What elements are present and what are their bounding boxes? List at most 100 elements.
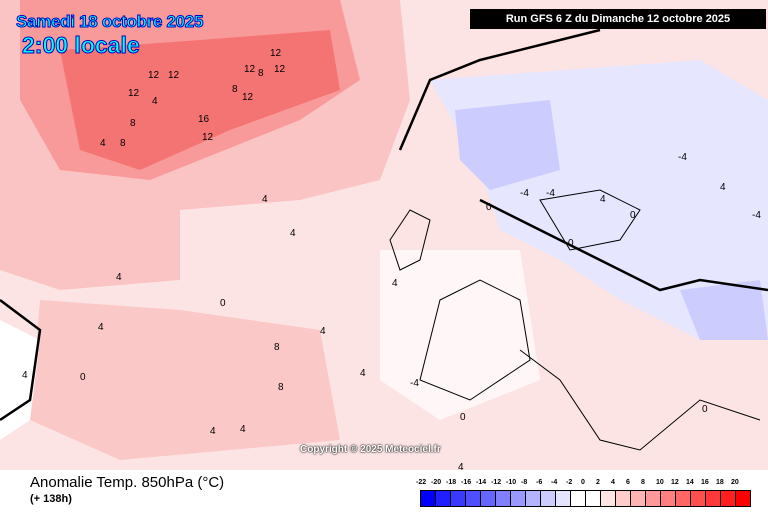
contour-label: -4 bbox=[410, 378, 419, 389]
legend-label: 0 bbox=[581, 479, 585, 486]
legend-label: -2 bbox=[566, 479, 573, 486]
legend-swatch bbox=[541, 491, 556, 506]
copyright: Copyright © 2025 Meteociel.fr bbox=[300, 444, 441, 455]
contour-label: 0 bbox=[630, 210, 636, 221]
legend-swatch bbox=[421, 491, 436, 506]
anomaly-area-cold-core bbox=[455, 100, 560, 190]
contour-label: 4 bbox=[290, 228, 296, 239]
contour-label: 4 bbox=[360, 368, 366, 379]
contour-label: 12 bbox=[244, 64, 256, 75]
contour-label: -4 bbox=[546, 188, 555, 199]
legend-swatch bbox=[631, 491, 646, 506]
contour-label: -4 bbox=[752, 210, 761, 221]
legend-swatch bbox=[646, 491, 661, 506]
contour-label: 0 bbox=[460, 412, 466, 423]
anomaly-area-southwest-cold bbox=[0, 320, 40, 440]
contour-label: -4 bbox=[678, 152, 687, 163]
contour-label: 4 bbox=[392, 278, 398, 289]
legend-swatch bbox=[676, 491, 691, 506]
model-run-banner: Run GFS 6 Z du Dimanche 12 octobre 2025 bbox=[470, 9, 766, 29]
contour-label: 12 bbox=[128, 88, 140, 99]
legend-label: 8 bbox=[641, 479, 645, 486]
legend-label: -8 bbox=[521, 479, 528, 486]
legend-swatch bbox=[721, 491, 736, 506]
forecast-date: Samedi 18 octobre 2025 bbox=[15, 12, 204, 32]
legend-label: -18 bbox=[446, 479, 457, 486]
legend-label: 6 bbox=[626, 479, 630, 486]
contour-label: 8 bbox=[258, 68, 264, 79]
legend-swatch bbox=[556, 491, 571, 506]
legend-swatch bbox=[511, 491, 526, 506]
contour-label: 4 bbox=[240, 424, 246, 435]
legend-label: 10 bbox=[656, 479, 664, 486]
legend-labels: -22 -20 -18 -16 -14 -12 -10 -8 -6 -4 -2 0 2 4 6 8 10 12 14… bbox=[413, 479, 753, 489]
legend-swatch bbox=[526, 491, 541, 506]
legend-label: -10 bbox=[506, 479, 517, 486]
legend-label: 4 bbox=[611, 479, 615, 486]
contour-label: 0 bbox=[220, 298, 226, 309]
legend-swatch bbox=[466, 491, 481, 506]
contour-label: 12 bbox=[270, 48, 282, 59]
anomaly-area-white bbox=[380, 250, 540, 420]
contour-label: 16 bbox=[198, 114, 210, 125]
temperature-anomaly-map: 12 12 12 12 12 8 12 12 8 4 8 16 12 8 4 4 4 0 4 4 4 0 -4 -4 -4 -4 0… bbox=[0, 0, 768, 473]
legend-label: -12 bbox=[491, 479, 502, 486]
legend-swatch bbox=[616, 491, 631, 506]
legend-swatch bbox=[451, 491, 466, 506]
legend-label: 20 bbox=[731, 479, 739, 486]
contour-label: 8 bbox=[120, 138, 126, 149]
zero-contour bbox=[0, 28, 768, 422]
contour-label: 4 bbox=[22, 370, 28, 381]
color-legend bbox=[420, 490, 751, 507]
legend-swatch bbox=[436, 491, 451, 506]
anomaly-area-greenland-core bbox=[60, 30, 340, 170]
legend-swatch bbox=[496, 491, 511, 506]
legend-label: -16 bbox=[461, 479, 472, 486]
contour-label: 12 bbox=[168, 70, 180, 81]
contour-label: 4 bbox=[152, 96, 158, 107]
contour-label: 12 bbox=[242, 92, 254, 103]
legend-swatch bbox=[691, 491, 706, 506]
legend-label: 12 bbox=[671, 479, 679, 486]
legend-swatch bbox=[601, 491, 616, 506]
contour-label: 8 bbox=[274, 342, 280, 353]
contour-label: 4 bbox=[210, 426, 216, 437]
contour-label: 4 bbox=[600, 194, 606, 205]
contour-label: 4 bbox=[320, 326, 326, 337]
forecast-lead-time: (+ 138h) bbox=[30, 493, 72, 505]
contour-label: 4 bbox=[458, 462, 464, 470]
legend-swatch bbox=[736, 491, 750, 506]
contour-label: 0 bbox=[80, 372, 86, 383]
legend-swatch bbox=[571, 491, 586, 506]
contour-label: 0 bbox=[702, 404, 708, 415]
legend-label: -4 bbox=[551, 479, 558, 486]
contour-label: -4 bbox=[520, 188, 529, 199]
anomaly-area-cold-east bbox=[680, 280, 768, 340]
legend-label: 18 bbox=[716, 479, 724, 486]
contour-label: 12 bbox=[202, 132, 214, 143]
contour-label: 4 bbox=[720, 182, 726, 193]
contour-label: 8 bbox=[278, 382, 284, 393]
contour-label: 8 bbox=[130, 118, 136, 129]
contour-label: 0 bbox=[568, 238, 574, 249]
contour-label: 8 bbox=[232, 84, 238, 95]
contour-label: 12 bbox=[274, 64, 286, 75]
legend-swatch bbox=[586, 491, 601, 506]
contour-label: 4 bbox=[116, 272, 122, 283]
legend-label: 14 bbox=[686, 479, 694, 486]
map-title: Anomalie Temp. 850hPa (°C) bbox=[30, 474, 225, 491]
coastlines bbox=[389, 189, 761, 451]
legend-label: 2 bbox=[596, 479, 600, 486]
contour-label: 4 bbox=[262, 194, 268, 205]
legend-swatch bbox=[481, 491, 496, 506]
contour-label: 4 bbox=[98, 322, 104, 333]
contour-label: 4 bbox=[100, 138, 106, 149]
legend-label: -20 bbox=[431, 479, 442, 486]
legend-label: -14 bbox=[476, 479, 487, 486]
forecast-time: 2:00 locale bbox=[22, 32, 141, 59]
contour-label: 0 bbox=[486, 202, 492, 213]
legend-swatch bbox=[706, 491, 721, 506]
legend-label: 16 bbox=[701, 479, 709, 486]
legend-label: -22 bbox=[416, 479, 427, 486]
